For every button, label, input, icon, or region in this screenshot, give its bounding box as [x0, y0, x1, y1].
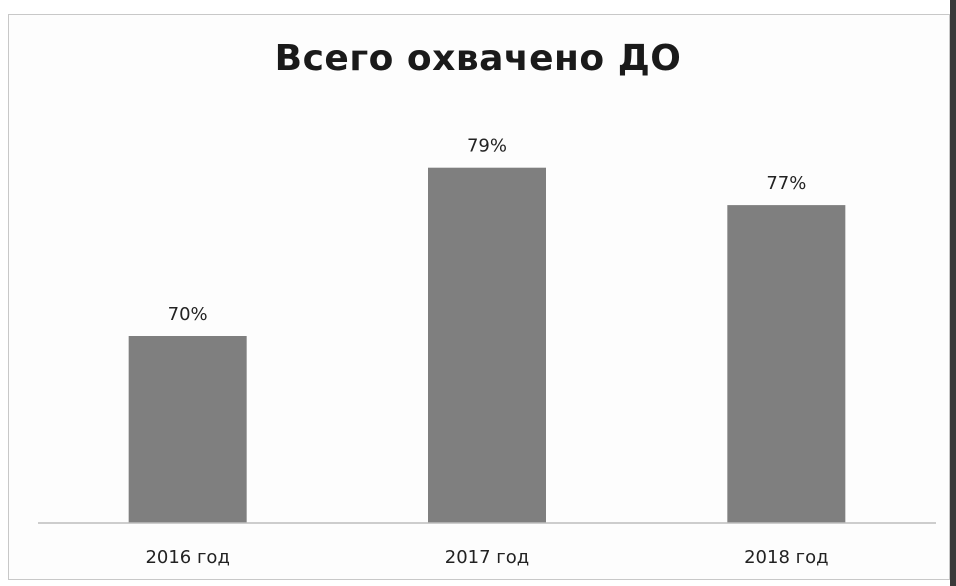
x-tick-label-2: 2017 год [445, 547, 529, 568]
bar-3 [727, 205, 846, 523]
data-labels-group: 70% 79% 77% [168, 136, 807, 325]
scan-edge [950, 0, 956, 586]
data-label-2: 79% [467, 136, 507, 157]
bar-1 [128, 336, 247, 523]
x-tick-label-3: 2018 год [744, 547, 828, 568]
data-label-3: 77% [766, 173, 806, 194]
x-tick-labels-group: 2016 год 2017 год 2018 год [145, 547, 828, 568]
bars-group [128, 167, 846, 523]
x-tick-label-1: 2016 год [145, 547, 229, 568]
data-label-1: 70% [168, 304, 208, 325]
chart-title: Всего охвачено ДО [274, 38, 682, 79]
bar-2 [428, 167, 546, 523]
